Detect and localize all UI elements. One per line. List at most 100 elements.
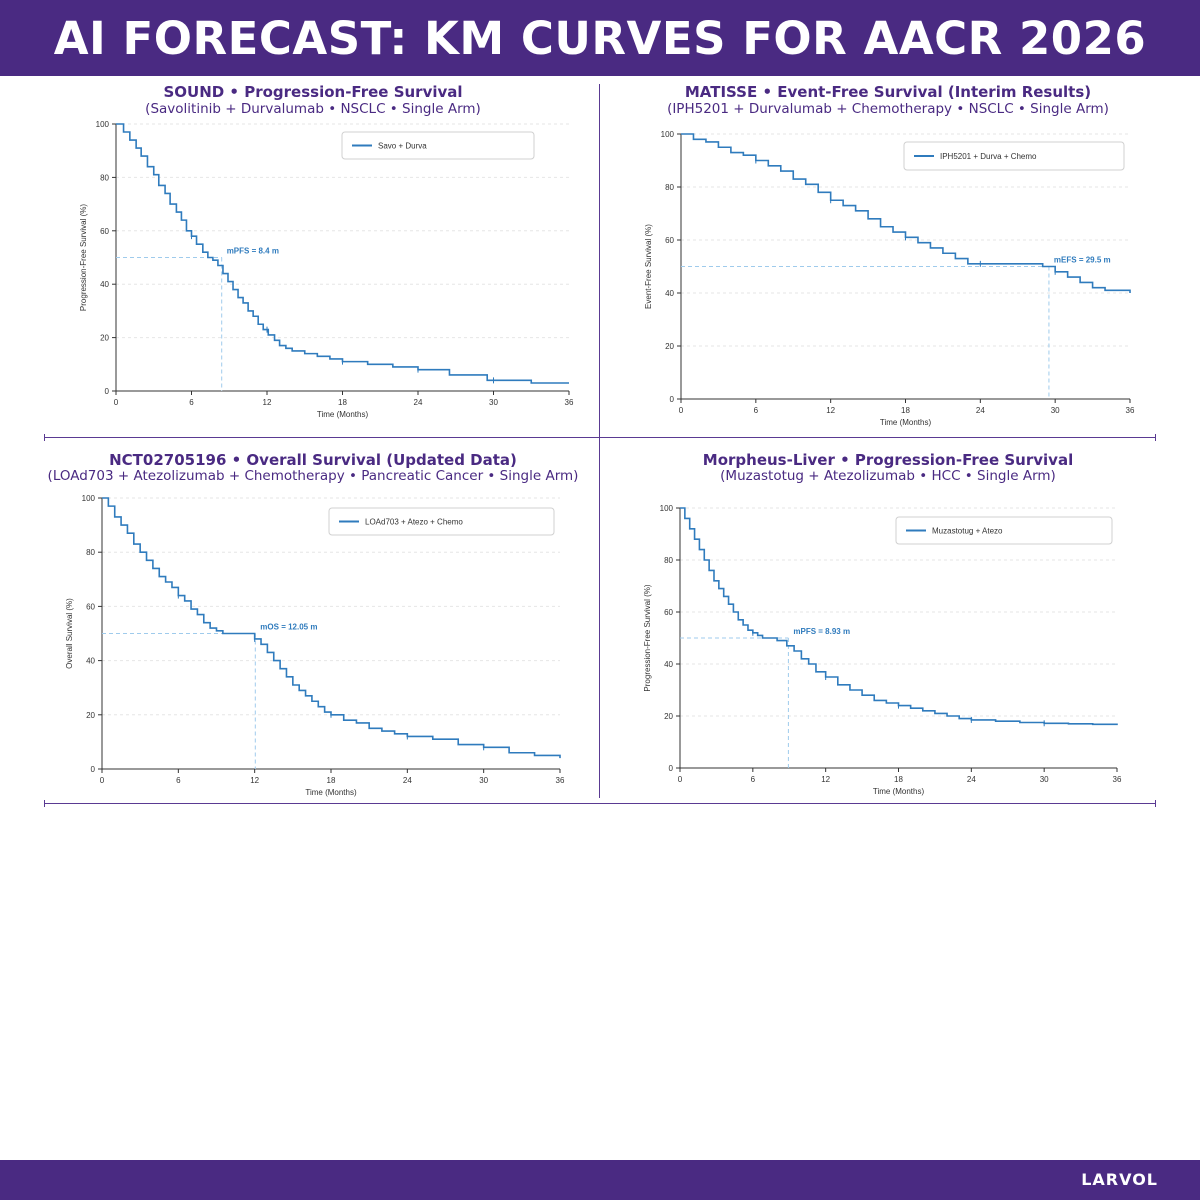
vertical-divider	[599, 84, 600, 798]
chart-panel-matisse: MATISSE • Event-Free Survival (Interim R…	[603, 80, 1173, 430]
panel-title: MATISSE • Event-Free Survival (Interim R…	[684, 83, 1092, 101]
x-axis-label: Time (Months)	[305, 788, 357, 797]
horizontal-divider-bottom	[44, 803, 1156, 804]
y-tick-label: 60	[664, 608, 673, 617]
y-tick-label: 60	[86, 602, 95, 611]
y-tick-label: 0	[670, 395, 675, 404]
median-label: mOS = 12.05 m	[260, 623, 317, 632]
y-tick-label: 20	[86, 711, 95, 720]
km-curve	[116, 123, 569, 384]
y-tick-label: 100	[96, 120, 110, 129]
panel-title: SOUND • Progression-Free Survival	[163, 83, 463, 101]
legend-label: IPH5201 + Durva + Chemo	[940, 152, 1037, 161]
x-axis-label: Time (Months)	[873, 787, 925, 796]
x-tick-label: 36	[1126, 406, 1135, 415]
divider-cap-right-bottom	[1155, 800, 1156, 807]
x-axis-label: Time (Months)	[880, 418, 932, 427]
y-tick-label: 100	[660, 504, 674, 513]
y-tick-label: 60	[100, 227, 109, 236]
x-tick-label: 12	[263, 398, 272, 407]
x-tick-label: 0	[679, 406, 684, 415]
y-tick-label: 80	[86, 548, 95, 557]
legend-label: Muzastotug + Atezo	[932, 527, 1003, 536]
panel-subtitle: (Muzastotug + Atezolizumab • HCC • Singl…	[720, 468, 1056, 484]
y-tick-label: 40	[86, 657, 95, 666]
y-tick-label: 20	[665, 342, 674, 351]
y-tick-label: 60	[665, 236, 674, 245]
header-banner: AI FORECAST: KM CURVES FOR AACR 2026	[0, 0, 1200, 76]
brand-logo: LARVOL	[1081, 1170, 1158, 1189]
km-chart: 0 6 12 18 24 30 36 0 20 40 60 80 100 Time (Months) Pro…	[643, 504, 1122, 796]
x-tick-label: 24	[414, 398, 423, 407]
legend-box	[903, 141, 1125, 171]
divider-cap-left-bottom	[44, 800, 45, 807]
chart-panel-sound: SOUND • Progression-Free Survival (Savol…	[30, 80, 596, 425]
y-tick-label: 0	[105, 387, 110, 396]
panel-title: NCT02705196 • Overall Survival (Updated …	[109, 451, 517, 469]
y-axis-label: Progression-Free Survival (%)	[643, 584, 652, 691]
km-chart: 0 6 12 18 24 30 36 0 20 40 60 80 100 Time (Months) Ove…	[65, 494, 565, 797]
chart-panel-morpheus-liver: Morpheus-Liver • Progression-Free Surviv…	[603, 446, 1173, 796]
y-axis-label: Progression-Free Survival (%)	[79, 204, 88, 311]
x-tick-label: 36	[556, 776, 565, 785]
legend-box	[328, 507, 555, 536]
x-tick-label: 30	[479, 776, 488, 785]
divider-cap-left	[44, 434, 45, 441]
y-tick-label: 40	[100, 280, 109, 289]
horizontal-divider-top	[44, 437, 1156, 438]
y-tick-label: 100	[661, 130, 675, 139]
km-chart: 0 6 12 18 24 30 36 0 20 40 60 80 100 Time (Months) Eve…	[644, 130, 1135, 427]
panel-subtitle: (IPH5201 + Durvalumab + Chemotherapy • N…	[667, 101, 1109, 117]
x-tick-label: 0	[114, 398, 119, 407]
y-tick-label: 80	[665, 183, 674, 192]
y-axis-label: Overall Survival (%)	[65, 598, 74, 669]
divider-cap-right	[1155, 434, 1156, 441]
x-tick-label: 0	[100, 776, 105, 785]
y-tick-label: 20	[100, 334, 109, 343]
legend-box	[895, 516, 1113, 545]
median-label: mEFS = 29.5 m	[1054, 256, 1111, 265]
y-tick-label: 0	[669, 764, 674, 773]
x-tick-label: 36	[1113, 775, 1122, 784]
y-tick-label: 80	[100, 173, 109, 182]
km-chart: 0 6 12 18 24 30 36 0 20 40 60 80 100 Time (Months) Pro…	[79, 120, 574, 419]
x-tick-label: 18	[338, 398, 347, 407]
x-tick-label: 30	[1051, 406, 1060, 415]
x-tick-label: 18	[327, 776, 336, 785]
median-label: mPFS = 8.93 m	[793, 627, 850, 636]
x-tick-label: 6	[189, 398, 194, 407]
x-tick-label: 6	[751, 775, 756, 784]
y-tick-label: 20	[664, 712, 673, 721]
x-tick-label: 36	[565, 398, 574, 407]
y-tick-label: 80	[664, 556, 673, 565]
median-label: mPFS = 8.4 m	[227, 247, 279, 256]
x-tick-label: 24	[403, 776, 412, 785]
x-tick-label: 0	[678, 775, 683, 784]
panel-subtitle: (LOAd703 + Atezolizumab + Chemotherapy •…	[47, 468, 579, 484]
legend-box	[341, 131, 535, 160]
x-tick-label: 12	[821, 775, 830, 784]
y-axis-label: Event-Free Survival (%)	[644, 224, 653, 309]
x-tick-label: 12	[250, 776, 259, 785]
panel-subtitle: (Savolitinib + Durvalumab • NSCLC • Sing…	[145, 101, 481, 117]
km-curve	[680, 507, 1118, 726]
x-tick-label: 24	[967, 775, 976, 784]
chart-panel-nct02705196: NCT02705196 • Overall Survival (Updated …	[30, 446, 596, 797]
x-tick-label: 18	[901, 406, 910, 415]
x-tick-label: 24	[976, 406, 985, 415]
y-tick-label: 0	[91, 765, 96, 774]
x-tick-label: 30	[489, 398, 498, 407]
panel-title: Morpheus-Liver • Progression-Free Surviv…	[702, 451, 1074, 469]
footer-banner: LARVOL	[0, 1160, 1200, 1200]
km-curve	[102, 497, 561, 759]
legend-label: LOAd703 + Atezo + Chemo	[365, 518, 463, 527]
y-tick-label: 100	[82, 494, 96, 503]
y-tick-label: 40	[665, 289, 674, 298]
page-title: AI FORECAST: KM CURVES FOR AACR 2026	[53, 11, 1147, 65]
x-tick-label: 6	[754, 406, 759, 415]
x-tick-label: 18	[894, 775, 903, 784]
y-tick-label: 40	[664, 660, 673, 669]
legend-label: Savo + Durva	[378, 142, 427, 151]
x-axis-label: Time (Months)	[317, 410, 369, 419]
x-tick-label: 6	[176, 776, 181, 785]
